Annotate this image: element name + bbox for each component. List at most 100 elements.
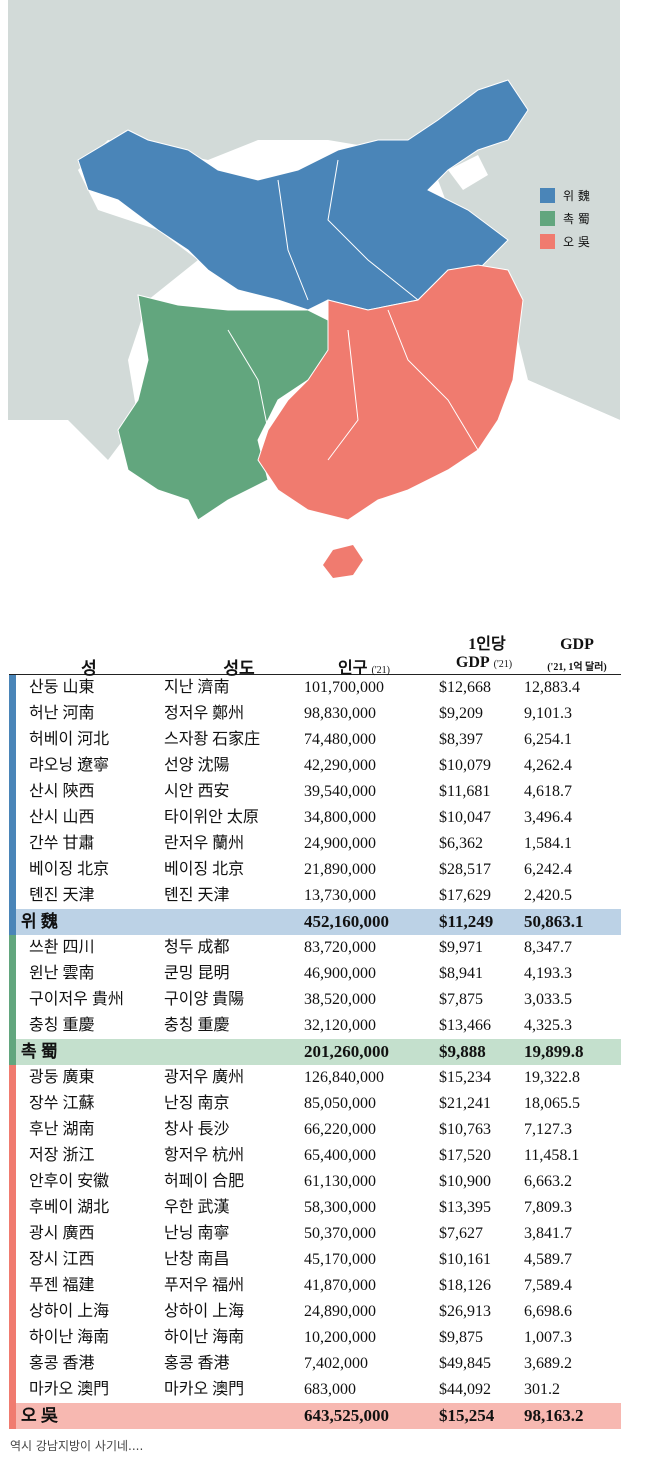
gdp-per-capita-cell: $9,875: [439, 1329, 483, 1346]
three-kingdoms-map: [8, 0, 620, 600]
capital-cell: 허페이 合肥: [164, 1173, 245, 1190]
group-color-bar: [9, 935, 16, 961]
header-per-capita-top: 1인당: [468, 636, 506, 653]
group-color-bar: [9, 1169, 16, 1195]
gdp-per-capita-cell: $49,845: [439, 1355, 491, 1372]
population-cell: 39,540,000: [304, 783, 376, 800]
gdp-per-capita-cell: $7,627: [439, 1225, 483, 1242]
gdp-cell: 4,618.7: [524, 783, 572, 800]
table-row: 홍콩 香港 홍콩 香港 7,402,000 $49,845 3,689.2: [9, 1351, 621, 1377]
gdp-cell: 9,101.3: [524, 705, 572, 722]
gdp-per-capita-cell: $7,875: [439, 991, 483, 1008]
group-color-bar: [9, 831, 16, 857]
gdp-cell: 6,698.6: [524, 1303, 572, 1320]
province-cell: 산둥 山東: [29, 679, 95, 696]
group-color-bar: [9, 753, 16, 779]
gdp-cell: 4,589.7: [524, 1251, 572, 1268]
population-cell: 66,220,000: [304, 1121, 376, 1138]
capital-cell: 톈진 天津: [164, 887, 230, 904]
gdp-per-capita-cell: $13,466: [439, 1017, 491, 1034]
province-cell: 광둥 廣東: [29, 1069, 95, 1086]
table-row: 충칭 重慶 충칭 重慶 32,120,000 $13,466 4,325.3: [9, 1013, 621, 1039]
hainan-island: [323, 545, 363, 578]
table-row: 산시 山西 타이위안 太原 34,800,000 $10,047 3,496.4: [9, 805, 621, 831]
gdp-cell: 301.2: [524, 1381, 560, 1398]
gdp-per-capita-cell: $11,249: [439, 912, 494, 931]
gdp-cell: 7,809.3: [524, 1199, 572, 1216]
table-row: 저장 浙江 항저우 杭州 65,400,000 $17,520 11,458.1: [9, 1143, 621, 1169]
capital-cell: 상하이 上海: [164, 1303, 245, 1320]
capital-cell: 지난 濟南: [164, 679, 230, 696]
table-row: 톈진 天津 톈진 天津 13,730,000 $17,629 2,420.5: [9, 883, 621, 909]
group-color-bar: [9, 701, 16, 727]
province-cell: 간쑤 甘肅: [29, 835, 95, 852]
wei-region: [77, 79, 529, 311]
neutral-sea: [528, 380, 620, 600]
table-row: 간쑤 甘肅 란저우 蘭州 24,900,000 $6,362 1,584.1: [9, 831, 621, 857]
province-cell: 촉 蜀: [21, 1042, 58, 1061]
gdp-cell: 8,347.7: [524, 939, 572, 956]
table-row: 허난 河南 정저우 鄭州 98,830,000 $9,209 9,101.3: [9, 701, 621, 727]
header-gdp-unit: ('21, 1억 달러): [547, 662, 607, 673]
table-total-row: 오 吳 643,525,000 $15,254 98,163.2: [9, 1403, 621, 1429]
gdp-cell: 6,242.4: [524, 861, 572, 878]
gdp-cell: 2,420.5: [524, 887, 572, 904]
gdp-per-capita-cell: $15,254: [439, 1406, 495, 1425]
group-color-bar: [9, 1273, 16, 1299]
province-cell: 장쑤 江蘇: [29, 1095, 95, 1112]
table-row: 안후이 安徽 허페이 合肥 61,130,000 $10,900 6,663.2: [9, 1169, 621, 1195]
gdp-cell: 1,584.1: [524, 835, 572, 852]
group-color-bar: [9, 883, 16, 909]
population-cell: 101,700,000: [304, 679, 384, 696]
legend-swatch-wu: [540, 234, 555, 249]
header-population: 인구 ('21): [338, 660, 390, 677]
group-color-bar: [9, 805, 16, 831]
group-color-bar: [9, 1325, 16, 1351]
province-cell: 허베이 河北: [29, 731, 110, 748]
population-cell: 24,890,000: [304, 1303, 376, 1320]
gdp-cell: 6,254.1: [524, 731, 572, 748]
province-cell: 산시 陝西: [29, 783, 95, 800]
population-cell: 61,130,000: [304, 1173, 376, 1190]
gdp-cell: 3,689.2: [524, 1355, 572, 1372]
population-cell: 65,400,000: [304, 1147, 376, 1164]
province-cell: 허난 河南: [29, 705, 95, 722]
gdp-cell: 98,163.2: [524, 1406, 584, 1425]
header-capital: 성도: [223, 659, 255, 678]
population-cell: 58,300,000: [304, 1199, 376, 1216]
table-row: 푸젠 福建 푸저우 福州 41,870,000 $18,126 7,589.4: [9, 1273, 621, 1299]
province-cell: 장시 江西: [29, 1251, 95, 1268]
group-color-bar: [9, 1091, 16, 1117]
population-cell: 643,525,000: [304, 1406, 389, 1425]
group-color-bar: [9, 1195, 16, 1221]
population-cell: 32,120,000: [304, 1017, 376, 1034]
group-color-bar: [9, 987, 16, 1013]
province-cell: 홍콩 香港: [29, 1355, 95, 1372]
legend-item-wei: 위 魏: [540, 184, 590, 207]
gdp-per-capita-cell: $10,047: [439, 809, 491, 826]
population-cell: 74,480,000: [304, 731, 376, 748]
group-color-bar: [9, 1221, 16, 1247]
table-row: 상하이 上海 상하이 上海 24,890,000 $26,913 6,698.6: [9, 1299, 621, 1325]
gdp-per-capita-cell: $10,161: [439, 1251, 491, 1268]
province-cell: 베이징 北京: [29, 861, 110, 878]
gdp-cell: 18,065.5: [524, 1095, 580, 1112]
province-cell: 안후이 安徽: [29, 1173, 110, 1190]
gdp-cell: 4,193.3: [524, 965, 572, 982]
province-cell: 후난 湖南: [29, 1121, 95, 1138]
header-gdp-per-capita-year: ('21): [493, 659, 513, 670]
table-row: 광둥 廣東 광저우 廣州 126,840,000 $15,234 19,322.8: [9, 1065, 621, 1091]
province-cell: 후베이 湖北: [29, 1199, 110, 1216]
population-cell: 34,800,000: [304, 809, 376, 826]
gdp-per-capita-cell: $44,092: [439, 1381, 491, 1398]
province-cell: 구이저우 貴州: [29, 991, 124, 1008]
gdp-cell: 3,841.7: [524, 1225, 572, 1242]
header-province: 성: [81, 659, 97, 678]
table-row: 랴오닝 遼寧 선양 沈陽 42,290,000 $10,079 4,262.4: [9, 753, 621, 779]
table-row: 구이저우 貴州 구이양 貴陽 38,520,000 $7,875 3,033.5: [9, 987, 621, 1013]
gdp-per-capita-cell: $13,395: [439, 1199, 491, 1216]
wu-region: [257, 264, 524, 521]
table-row: 윈난 雲南 쿤밍 昆明 46,900,000 $8,941 4,193.3: [9, 961, 621, 987]
province-cell: 산시 山西: [29, 809, 95, 826]
group-color-bar: [9, 1143, 16, 1169]
